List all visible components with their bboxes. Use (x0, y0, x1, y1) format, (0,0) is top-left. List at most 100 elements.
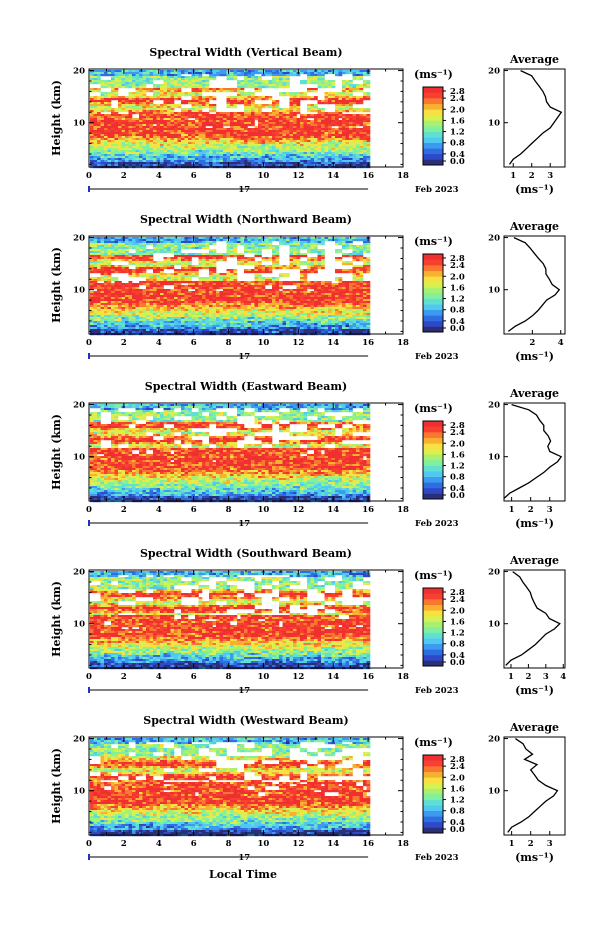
heatmap-cell (307, 241, 311, 244)
heatmap-cell (223, 90, 227, 93)
heatmap-cell (195, 237, 199, 240)
heatmap-cell (356, 259, 360, 262)
heatmap-cell (342, 94, 346, 97)
heatmap-cell (359, 162, 364, 165)
heatmap-cell (177, 136, 182, 139)
heatmap-cell (356, 265, 360, 268)
heatmap-cell (170, 120, 175, 123)
heatmap-cell (198, 114, 203, 117)
heatmap-cell (104, 94, 108, 97)
heatmap-cell (128, 134, 133, 137)
heatmap-cell (111, 78, 115, 81)
heatmap-cell (230, 138, 234, 141)
heatmap-cell (296, 265, 301, 268)
heatmap-cell (177, 92, 182, 95)
heatmap-cell (209, 251, 213, 254)
heatmap-cell (247, 249, 252, 252)
heatmap-cell (114, 271, 119, 274)
heatmap-cell (111, 130, 115, 133)
heatmap-cell (279, 132, 283, 135)
heatmap-cell (209, 122, 213, 125)
heatmap-cell (149, 132, 154, 135)
heatmap-cell (195, 283, 199, 286)
heatmap-cell (167, 102, 171, 105)
heatmap-cell (111, 283, 115, 286)
heatmap-cell (212, 88, 217, 91)
heatmap-cell (233, 78, 238, 81)
heatmap-cell (230, 128, 234, 131)
heatmap-cell (160, 263, 164, 266)
heatmap-cell (258, 106, 262, 109)
panel-vertical: Spectral Width (Vertical Beam)0 2 4 6 8 10 12 1… (50, 46, 566, 196)
heatmap-cell (233, 148, 238, 151)
heatmap-cell (121, 267, 126, 270)
heatmap-cell (216, 128, 220, 131)
heatmap-cell (202, 114, 206, 117)
heatmap-cell (356, 100, 360, 103)
heatmap-cell (226, 122, 231, 125)
heatmap-cell (104, 128, 108, 131)
heatmap-cell (258, 126, 262, 129)
heatmap-cell (170, 251, 175, 254)
heatmap-cell (296, 124, 301, 127)
heatmap-cell (244, 132, 248, 135)
heatmap-cell (293, 116, 297, 119)
heatmap-cell (300, 263, 304, 266)
heatmap-cell (279, 120, 283, 123)
heatmap-cell (114, 283, 119, 286)
heatmap-cell (195, 84, 199, 87)
heatmap-cell (195, 76, 199, 79)
heatmap-cell (90, 158, 94, 161)
heatmap-cell (317, 128, 322, 131)
heatmap-cell (111, 118, 115, 121)
heatmap-cell (366, 118, 371, 121)
heatmap-cell (128, 247, 133, 250)
heatmap-cell (286, 160, 290, 163)
heatmap-cell (321, 281, 325, 284)
heatmap-cell (93, 259, 98, 262)
heatmap-cell (261, 152, 266, 155)
heatmap-cell (209, 255, 213, 258)
heatmap-cell (135, 164, 140, 167)
heatmap-cell (90, 104, 94, 107)
heatmap-cell (90, 261, 94, 264)
heatmap-cell (247, 76, 252, 79)
heatmap-cell (272, 237, 276, 240)
heatmap-cell (111, 134, 115, 137)
heatmap-cell (314, 158, 318, 161)
heatmap-cell (104, 108, 108, 111)
heatmap-cell (114, 84, 119, 87)
heatmap-cell (366, 108, 371, 111)
heatmap-cell (307, 120, 311, 123)
heatmap-cell (114, 245, 119, 248)
heatmap-cell (153, 92, 157, 95)
heatmap-cell (356, 88, 360, 91)
heatmap-cell (135, 82, 140, 85)
heatmap-cell (328, 96, 332, 99)
heatmap-cell (118, 70, 122, 73)
heatmap-cell (90, 257, 94, 260)
heatmap-cell (111, 152, 115, 155)
heatmap-cell (282, 74, 287, 77)
heatmap-cell (170, 90, 175, 93)
heatmap-cell (128, 128, 133, 131)
heatmap-cell (118, 140, 122, 143)
heatmap-cell (121, 285, 126, 288)
heatmap-cell (100, 82, 105, 85)
heatmap-cell (97, 140, 101, 143)
heatmap-cell (363, 118, 367, 121)
heatmap-cell (149, 114, 154, 117)
heatmap-cell (314, 160, 318, 163)
heatmap-cell (345, 253, 350, 256)
heatmap-cell (118, 136, 122, 139)
heatmap-cell (167, 237, 171, 240)
heatmap-cell (244, 243, 248, 246)
heatmap-cell (237, 86, 241, 89)
heatmap-cell (107, 140, 112, 143)
heatmap-cell (114, 108, 119, 111)
heatmap-cell (100, 124, 105, 127)
heatmap-cell (184, 144, 189, 147)
heatmap-cell (254, 251, 259, 254)
heatmap-cell (356, 108, 360, 111)
heatmap-cell (156, 120, 161, 123)
